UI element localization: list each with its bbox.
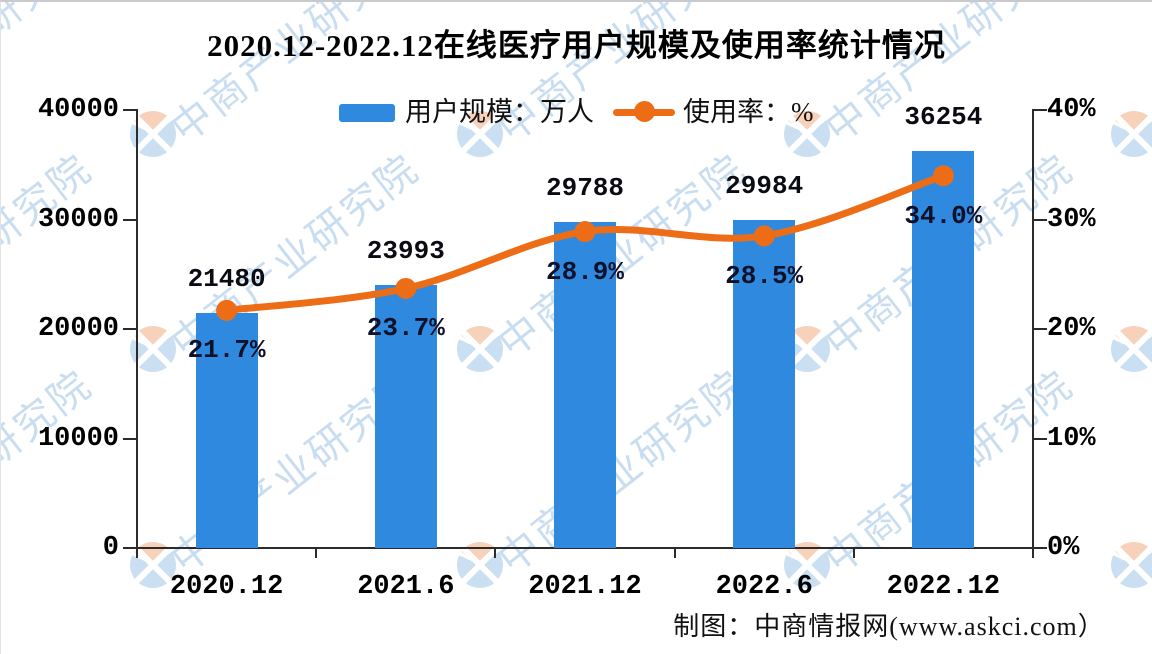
x-axis-label: 2022.6 — [715, 572, 813, 602]
x-axis-tick — [1032, 548, 1034, 558]
legend-line-label: 使用率：% — [683, 97, 814, 127]
chart-title: 2020.12-2022.12在线医疗用户规模及使用率统计情况 — [207, 28, 946, 63]
watermark-logo-icon — [1111, 111, 1152, 157]
y-axis-left-label: 40000 — [37, 95, 119, 125]
x-axis-tick — [494, 548, 497, 558]
bar-value-label: 23993 — [366, 236, 445, 267]
x-axis-tick — [136, 548, 138, 558]
y-axis-left-label: 20000 — [37, 314, 119, 344]
y-axis-left-tick — [123, 328, 137, 330]
usage-rate-label: 28.9% — [545, 256, 624, 287]
watermark-text: 中商产业研究院 — [1143, 361, 1152, 583]
usage-rate-label: 34.0% — [904, 200, 983, 231]
y-axis-left — [136, 109, 138, 549]
y-axis-right-label: 30% — [1047, 204, 1096, 235]
x-axis-tick — [852, 548, 855, 558]
y-axis-right-tick — [1033, 218, 1047, 221]
x-axis-label: 2020.12 — [169, 572, 284, 602]
y-axis-left-tick — [123, 218, 137, 221]
y-axis-right-label: 20% — [1047, 314, 1096, 344]
y-axis-right-label: 10% — [1047, 423, 1096, 454]
watermark-logo-icon — [457, 326, 503, 372]
legend-line-dot-icon — [634, 101, 655, 122]
watermark-text: 中商产业研究院 — [1143, 145, 1152, 367]
y-axis-left-label: 0 — [102, 533, 119, 563]
user-scale-bar — [195, 312, 258, 548]
usage-rate-label: 28.5% — [725, 260, 804, 291]
y-axis-right-label: 40% — [1047, 95, 1096, 125]
bar-value-label: 29788 — [545, 172, 624, 203]
bar-value-label: 21480 — [187, 263, 266, 294]
watermark-logo-icon — [784, 111, 830, 157]
x-axis-tick — [315, 548, 318, 558]
x-axis-label: 2022.12 — [886, 572, 1001, 602]
watermark-logo-icon — [457, 111, 503, 157]
legend-bar-label: 用户规模：万人 — [405, 97, 594, 127]
footer-credit: 制图：中商情报网(www.askci.com） — [673, 612, 1105, 641]
usage-rate-label: 21.7% — [187, 335, 266, 366]
watermark-logo-icon — [784, 542, 830, 588]
x-axis-label: 2021.6 — [357, 572, 455, 602]
y-axis-right-tick — [1033, 437, 1047, 440]
x-axis-tick — [673, 548, 676, 558]
watermark-logo-icon — [1111, 542, 1152, 588]
user-scale-bar — [374, 285, 437, 548]
y-axis-left-tick — [123, 547, 137, 549]
y-axis-right-tick — [1033, 328, 1047, 330]
y-axis-left-tick — [123, 109, 137, 111]
bar-value-label: 36254 — [904, 102, 983, 133]
legend: 用户规模：万人 使用率：% — [1, 96, 1152, 128]
y-axis-left-tick — [123, 437, 137, 440]
watermark-logo-icon — [1111, 326, 1152, 372]
y-axis-left-label: 10000 — [37, 423, 119, 454]
legend-bar-swatch — [339, 104, 395, 122]
x-axis — [136, 547, 1034, 549]
y-axis-right-tick — [1033, 109, 1047, 111]
y-axis-right-tick — [1033, 547, 1047, 549]
bar-value-label: 29984 — [725, 170, 804, 201]
y-axis-right-label: 0% — [1047, 533, 1080, 563]
y-axis-left-label: 30000 — [37, 204, 119, 235]
usage-rate-label: 23.7% — [366, 313, 445, 344]
x-axis-label: 2021.12 — [528, 572, 642, 602]
